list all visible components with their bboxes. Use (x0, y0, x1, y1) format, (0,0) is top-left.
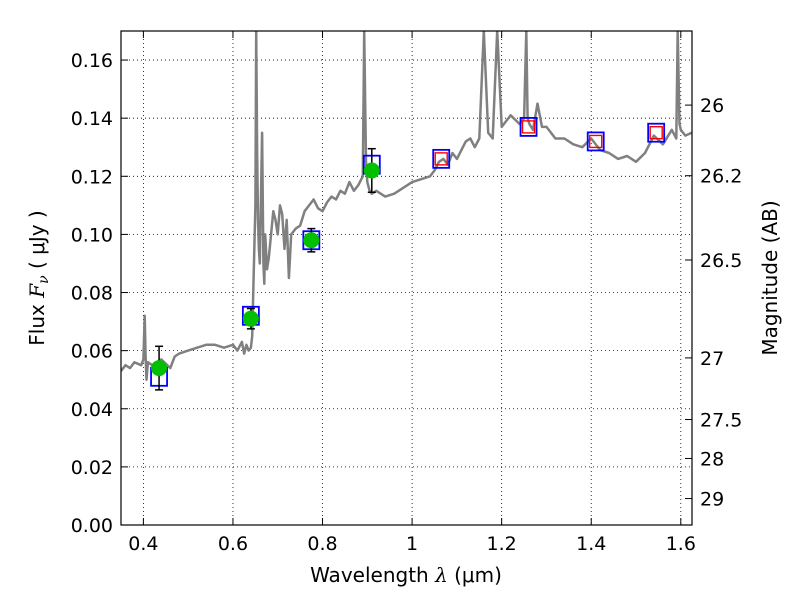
y2-tick-label: 28 (700, 448, 724, 470)
y-tick-label: 0.08 (71, 283, 113, 305)
y-tick-label: 0.10 (71, 224, 113, 246)
axes: 0.4 0.6 0.8 1 1.2 1.4 1.6 0.00 0.02 0.04 0.06 0.08 0… (71, 31, 742, 555)
spectrum-line (121, 31, 692, 381)
y2-axis-label: Magnitude (AB) (758, 200, 782, 355)
model-box-inner (589, 134, 603, 149)
y-tick-label: 0.04 (71, 399, 113, 421)
data-layer (121, 31, 692, 391)
y-axis-label: Flux Fν ( μJy ) (25, 210, 52, 345)
observed-point (363, 162, 380, 179)
observed-point (242, 310, 259, 327)
x-tick-label: 0.6 (218, 533, 248, 555)
model-box-inner (649, 126, 663, 140)
model-box-inner (521, 120, 536, 134)
observed-point (151, 360, 168, 377)
y2-tick-label: 26.2 (700, 166, 742, 188)
y-tick-label: 0.12 (71, 166, 113, 188)
y-tick-label: 0.14 (71, 108, 113, 130)
y-tick-label: 0.06 (71, 341, 113, 363)
x-tick-label: 0.8 (307, 533, 337, 555)
x-tick-label: 1.6 (666, 533, 696, 555)
y-tick-label: 0.02 (71, 457, 113, 479)
plot-area (121, 31, 692, 525)
x-tick-label: 0.4 (128, 533, 158, 555)
model-box (647, 122, 666, 143)
y-tick-label: 0.00 (71, 515, 113, 537)
model-box (519, 116, 538, 137)
y2-tick-label: 27 (700, 348, 724, 370)
x-axis-label: Wavelength λ (μm) (310, 563, 502, 587)
plot-frame (120, 30, 693, 526)
model-box (432, 148, 451, 169)
model-box (586, 131, 605, 152)
y2-tick-label: 26.5 (700, 250, 742, 272)
model-box-inner (434, 152, 448, 166)
y2-tick-label: 27.5 (700, 410, 742, 432)
y-tick-label: 0.16 (71, 50, 113, 72)
x-tick-label: 1 (406, 533, 418, 555)
y2-tick-label: 29 (700, 489, 724, 511)
y2-tick-label: 26 (700, 95, 724, 117)
x-tick-label: 1.4 (576, 533, 606, 555)
x-tick-label: 1.2 (487, 533, 517, 555)
observed-point (303, 232, 320, 249)
